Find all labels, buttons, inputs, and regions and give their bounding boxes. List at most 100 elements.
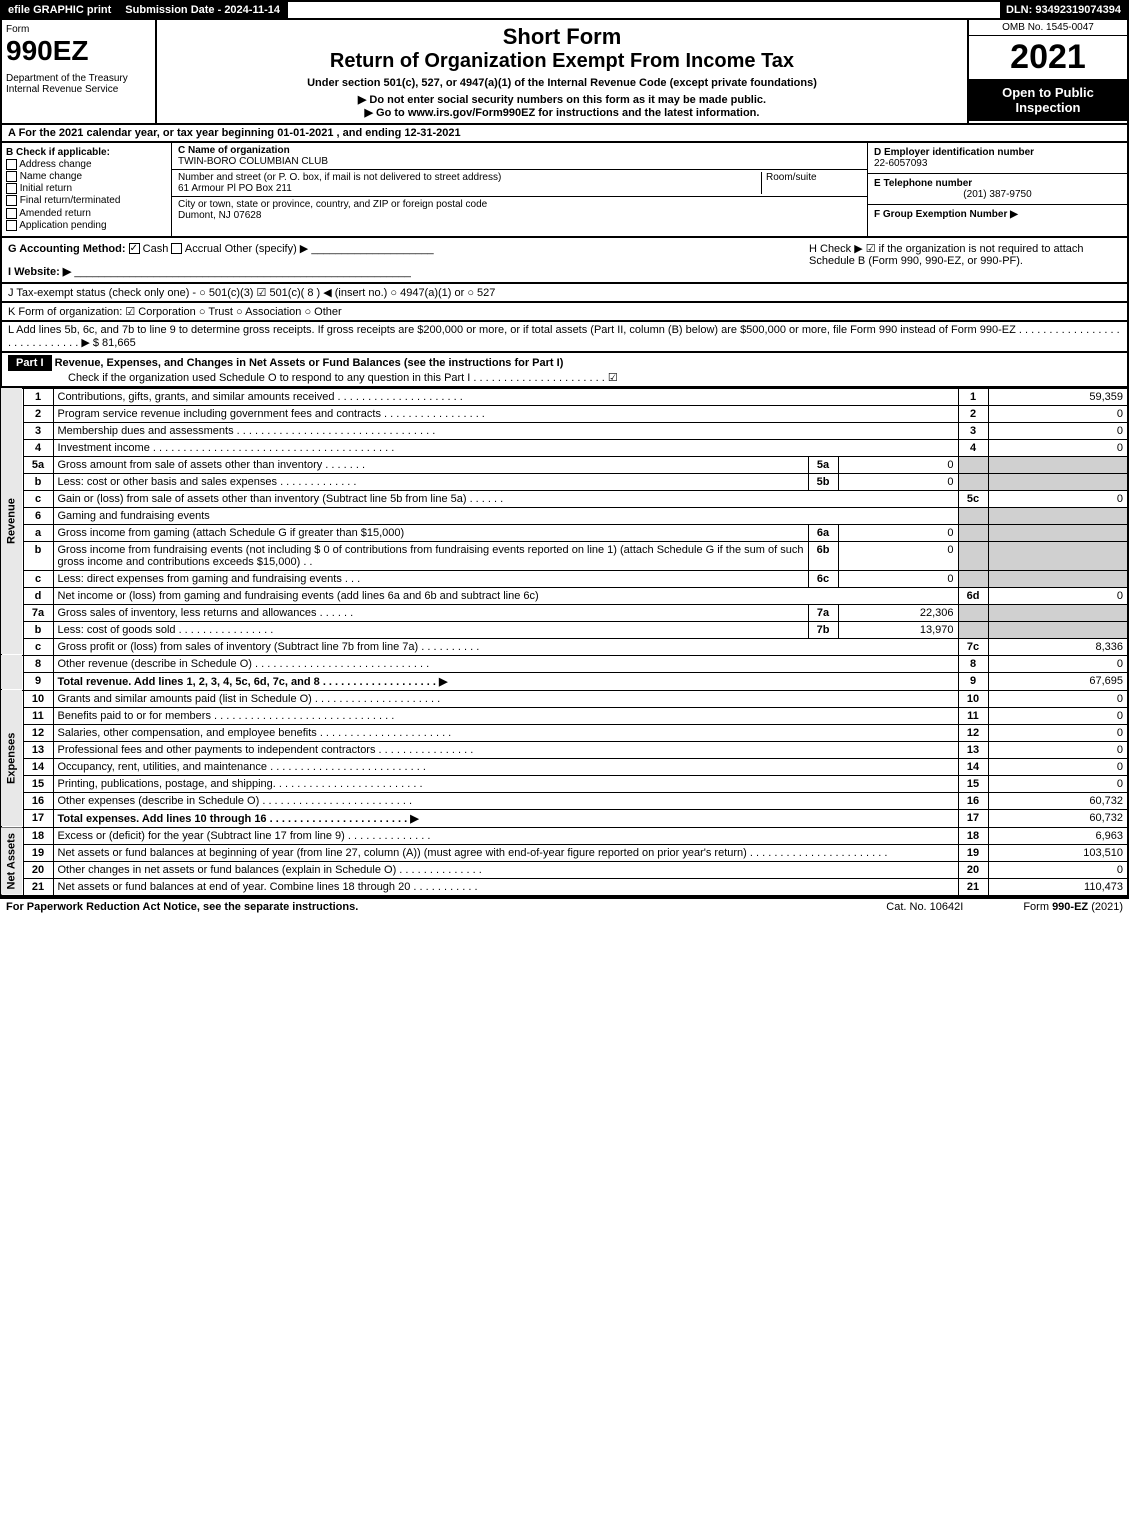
- chk-final-return[interactable]: Final return/terminated: [6, 195, 167, 206]
- chk-amended-return[interactable]: Amended return: [6, 208, 167, 219]
- line-14-value: 0: [988, 758, 1128, 775]
- street-value: 61 Armour Pl PO Box 211: [178, 183, 761, 194]
- section-a: A For the 2021 calendar year, or tax yea…: [0, 125, 1129, 143]
- section-i: I Website: ▶ ___________________________…: [8, 265, 801, 278]
- row-gh: G Accounting Method: Cash Accrual Other …: [0, 238, 1129, 284]
- section-c-label: C Name of organization: [178, 145, 861, 156]
- form-number: 990EZ: [6, 35, 151, 67]
- part1-tag: Part I: [8, 355, 52, 371]
- line-6b-desc: Gross income from fundraising events (no…: [53, 541, 808, 570]
- section-d-label: D Employer identification number: [874, 147, 1121, 158]
- page-footer: For Paperwork Reduction Act Notice, see …: [0, 897, 1129, 915]
- line-11-desc: Benefits paid to or for members . . . . …: [53, 707, 958, 724]
- chk-cash[interactable]: [129, 243, 140, 254]
- line-9-desc: Total revenue. Add lines 1, 2, 3, 4, 5c,…: [53, 672, 958, 690]
- section-g: G Accounting Method: Cash Accrual Other …: [8, 242, 801, 255]
- footer-form-id: Form 990-EZ (2021): [1023, 901, 1123, 913]
- line-5b-value: 0: [838, 473, 958, 490]
- line-10-value: 0: [988, 690, 1128, 707]
- line-6a-value: 0: [838, 524, 958, 541]
- header-left: Form 990EZ Department of the Treasury In…: [2, 20, 157, 123]
- chk-application-pending[interactable]: Application pending: [6, 220, 167, 231]
- line-2-desc: Program service revenue including govern…: [53, 405, 958, 422]
- efile-label[interactable]: efile GRAPHIC print: [2, 2, 119, 18]
- line-12-desc: Salaries, other compensation, and employ…: [53, 724, 958, 741]
- line-6c-value: 0: [838, 570, 958, 587]
- top-bar: efile GRAPHIC print Submission Date - 20…: [0, 0, 1129, 20]
- section-e-label: E Telephone number: [874, 178, 1121, 189]
- title-short-form: Short Form: [161, 24, 963, 50]
- line-6a-desc: Gross income from gaming (attach Schedul…: [53, 524, 808, 541]
- line-2-value: 0: [988, 405, 1128, 422]
- part1-check: Check if the organization used Schedule …: [8, 371, 1121, 384]
- line-7a-value: 22,306: [838, 604, 958, 621]
- line-8-value: 0: [988, 655, 1128, 672]
- line-17-desc: Total expenses. Add lines 10 through 16 …: [53, 809, 958, 827]
- ein-value: 22-6057093: [874, 158, 1121, 169]
- line-17-value: 60,732: [988, 809, 1128, 827]
- chk-address-change[interactable]: Address change: [6, 159, 167, 170]
- line-20-desc: Other changes in net assets or fund bala…: [53, 861, 958, 878]
- section-l: L Add lines 5b, 6c, and 7b to line 9 to …: [0, 322, 1129, 353]
- org-name: TWIN-BORO COLUMBIAN CLUB: [178, 156, 861, 167]
- section-c: C Name of organization TWIN-BORO COLUMBI…: [172, 143, 867, 236]
- line-4-value: 0: [988, 439, 1128, 456]
- line-5c-value: 0: [988, 490, 1128, 507]
- line-4-desc: Investment income . . . . . . . . . . . …: [53, 439, 958, 456]
- section-h: H Check ▶ ☑ if the organization is not r…: [801, 242, 1121, 278]
- line-5c-desc: Gain or (loss) from sale of assets other…: [53, 490, 958, 507]
- line-6b-value: 0: [838, 541, 958, 570]
- line-6d-value: 0: [988, 587, 1128, 604]
- form-header: Form 990EZ Department of the Treasury In…: [0, 20, 1129, 125]
- line-20-value: 0: [988, 861, 1128, 878]
- omb-number: OMB No. 1545-0047: [969, 20, 1127, 36]
- warning-ssn: ▶ Do not enter social security numbers o…: [161, 93, 963, 106]
- expenses-label: Expenses: [1, 690, 23, 827]
- room-suite-label: Room/suite: [761, 172, 861, 194]
- header-right: OMB No. 1545-0047 2021 Open to Public In…: [967, 20, 1127, 123]
- section-f-label: F Group Exemption Number ▶: [874, 209, 1018, 220]
- line-16-value: 60,732: [988, 792, 1128, 809]
- line-16-desc: Other expenses (describe in Schedule O) …: [53, 792, 958, 809]
- line-3-value: 0: [988, 422, 1128, 439]
- section-b-label: B Check if applicable:: [6, 147, 167, 158]
- chk-accrual[interactable]: [171, 243, 182, 254]
- line-1-value: 59,359: [988, 388, 1128, 405]
- line-9-value: 67,695: [988, 672, 1128, 690]
- part1-title: Revenue, Expenses, and Changes in Net As…: [55, 357, 564, 369]
- line-15-desc: Printing, publications, postage, and shi…: [53, 775, 958, 792]
- line-7b-desc: Less: cost of goods sold . . . . . . . .…: [53, 621, 808, 638]
- line-7b-value: 13,970: [838, 621, 958, 638]
- revenue-label: Revenue: [1, 388, 23, 655]
- chk-name-change[interactable]: Name change: [6, 171, 167, 182]
- section-def: D Employer identification number 22-6057…: [867, 143, 1127, 236]
- line-1-desc: Contributions, gifts, grants, and simila…: [53, 388, 958, 405]
- goto-link[interactable]: ▶ Go to www.irs.gov/Form990EZ for instru…: [161, 106, 963, 119]
- block-bc-def: B Check if applicable: Address change Na…: [0, 143, 1129, 238]
- dln-label: DLN: 93492319074394: [1000, 2, 1127, 18]
- section-k: K Form of organization: ☑ Corporation ○ …: [0, 303, 1129, 322]
- line-18-value: 6,963: [988, 827, 1128, 844]
- line-13-desc: Professional fees and other payments to …: [53, 741, 958, 758]
- city-value: Dumont, NJ 07628: [178, 210, 861, 221]
- submission-date: Submission Date - 2024-11-14: [119, 2, 288, 18]
- street-label: Number and street (or P. O. box, if mail…: [178, 172, 761, 183]
- city-label: City or town, state or province, country…: [178, 199, 861, 210]
- line-12-value: 0: [988, 724, 1128, 741]
- section-j: J Tax-exempt status (check only one) - ○…: [0, 284, 1129, 303]
- net-assets-label: Net Assets: [1, 827, 23, 896]
- line-14-desc: Occupancy, rent, utilities, and maintena…: [53, 758, 958, 775]
- telephone-value: (201) 387-9750: [874, 189, 1121, 200]
- line-21-value: 110,473: [988, 878, 1128, 896]
- chk-initial-return[interactable]: Initial return: [6, 183, 167, 194]
- department-label: Department of the Treasury Internal Reve…: [6, 73, 151, 95]
- line-21-desc: Net assets or fund balances at end of ye…: [53, 878, 958, 896]
- line-15-value: 0: [988, 775, 1128, 792]
- open-to-public: Open to Public Inspection: [969, 79, 1127, 121]
- line-7c-desc: Gross profit or (loss) from sales of inv…: [53, 638, 958, 655]
- part1-table: Revenue 1 Contributions, gifts, grants, …: [0, 388, 1129, 897]
- line-8-desc: Other revenue (describe in Schedule O) .…: [53, 655, 958, 672]
- footer-notice: For Paperwork Reduction Act Notice, see …: [6, 901, 358, 913]
- line-5a-value: 0: [838, 456, 958, 473]
- subtitle: Under section 501(c), 527, or 4947(a)(1)…: [161, 77, 963, 89]
